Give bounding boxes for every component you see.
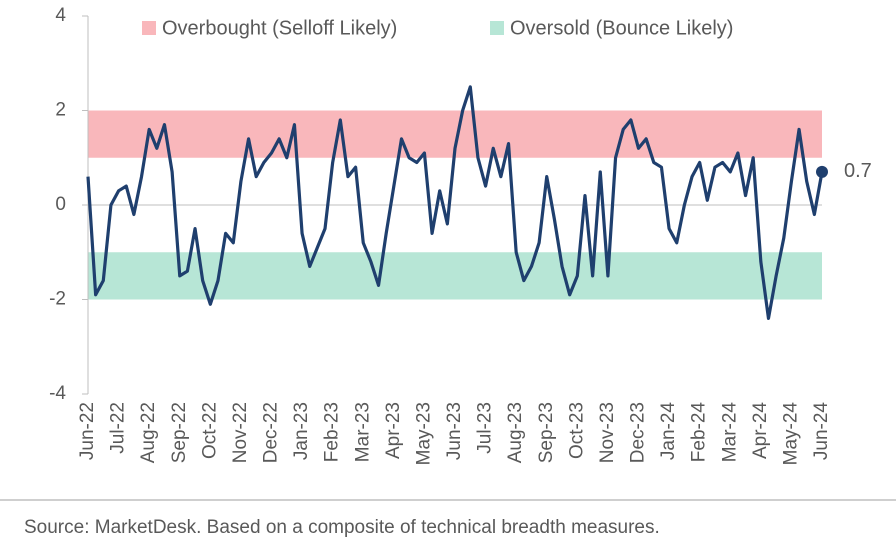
x-tick-label: Nov-23 — [597, 402, 618, 463]
x-tick-label: Jun-24 — [811, 402, 832, 461]
x-tick-label: Jun-22 — [77, 402, 98, 460]
y-tick-label: 4 — [55, 5, 66, 26]
legend-swatch — [490, 21, 504, 35]
x-tick-label: Dec-22 — [261, 402, 282, 463]
x-tick-label: Jan-23 — [291, 402, 312, 460]
source-note: Source: MarketDesk. Based on a composite… — [24, 517, 660, 538]
x-tick-label: Oct-22 — [199, 402, 220, 459]
x-tick-label: Jun-23 — [444, 402, 465, 460]
x-tick-label: May-24 — [780, 402, 801, 466]
y-tick-label: 2 — [55, 100, 66, 121]
end-marker — [816, 165, 828, 178]
x-tick-label: Sep-23 — [536, 402, 557, 463]
x-tick-label: May-23 — [413, 402, 434, 465]
x-tick-label: Jan-24 — [658, 402, 679, 461]
x-tick-label: Sep-22 — [169, 402, 190, 463]
legend-label: Overbought (Selloff Likely) — [162, 17, 397, 39]
x-tick-label: Nov-22 — [230, 402, 251, 463]
x-tick-label: Jul-22 — [108, 402, 129, 454]
legend-swatch — [142, 21, 156, 35]
x-tick-label: Apr-23 — [383, 402, 404, 459]
x-tick-label: Oct-23 — [566, 402, 587, 459]
band — [88, 252, 822, 300]
x-tick-label: Mar-23 — [352, 402, 373, 462]
x-tick-label: Mar-24 — [719, 402, 740, 463]
x-tick-label: Apr-24 — [750, 402, 771, 459]
y-tick-label: 0 — [55, 194, 66, 215]
x-tick-label: Feb-24 — [689, 402, 710, 463]
data-line — [86, 85, 824, 320]
end-value-label: 0.7 — [844, 160, 872, 182]
x-tick-label: Aug-22 — [138, 402, 159, 463]
y-tick-label: -4 — [49, 383, 66, 404]
y-tick-label: -2 — [49, 289, 66, 310]
x-tick-label: Jul-23 — [475, 402, 496, 454]
x-tick-label: Aug-23 — [505, 402, 526, 463]
x-tick-label: Dec-23 — [628, 402, 649, 463]
legend-label: Oversold (Bounce Likely) — [510, 17, 733, 39]
x-tick-label: Feb-23 — [322, 402, 343, 462]
